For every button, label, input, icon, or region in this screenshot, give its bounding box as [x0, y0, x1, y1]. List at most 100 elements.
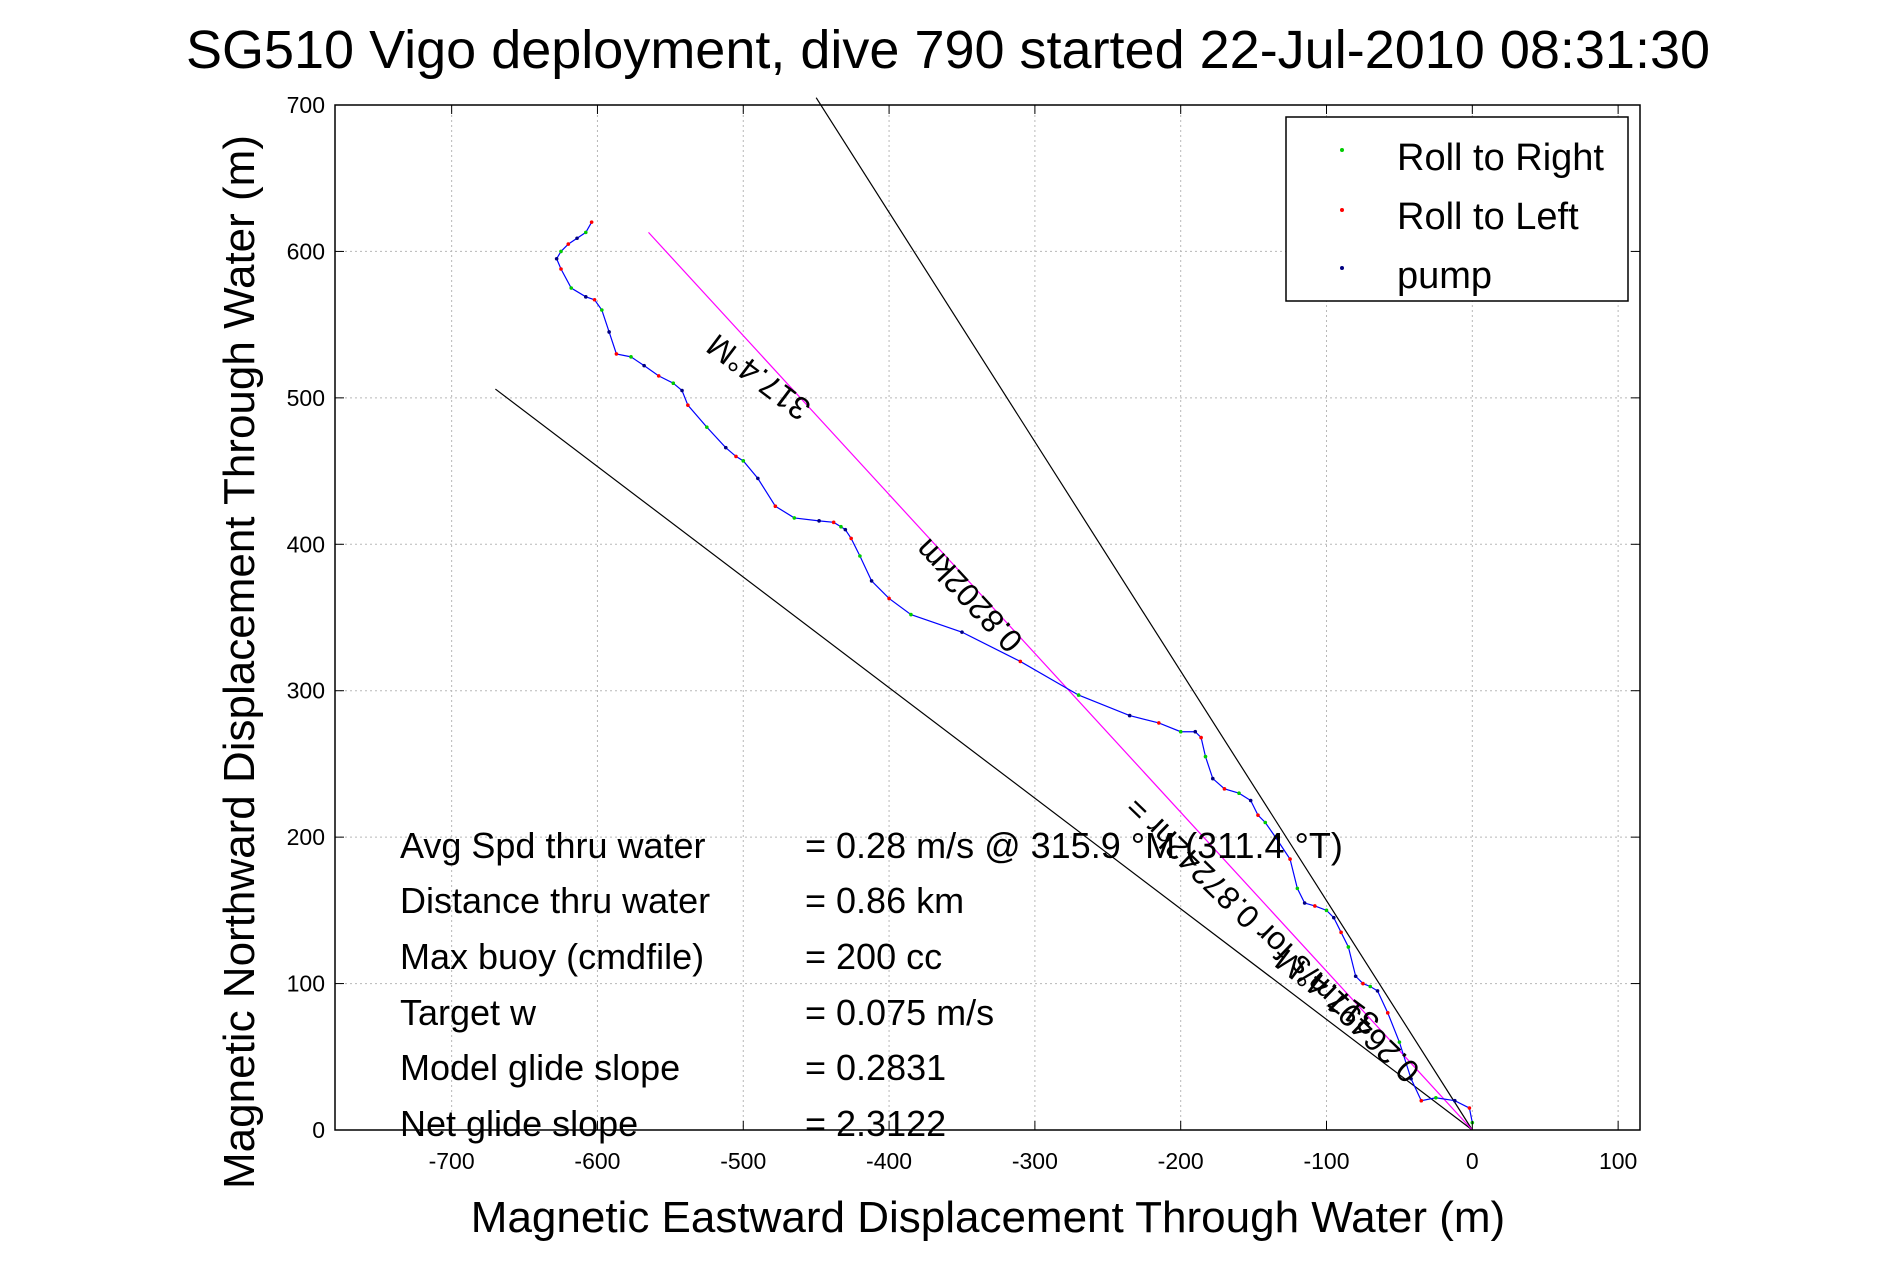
- x-tick-label: -200: [1158, 1148, 1204, 1174]
- pump-marker: [843, 527, 848, 532]
- roll-left-marker: [1313, 904, 1317, 908]
- pump-marker: [817, 519, 821, 523]
- roll-right-marker: [559, 249, 563, 254]
- pump-marker: [680, 388, 684, 393]
- legend-entry-pump: pump: [1397, 255, 1492, 297]
- track-markers: [554, 220, 1475, 1125]
- stat-label-max-buoy: Max buoy (cmdfile): [400, 936, 704, 977]
- pump-marker: [554, 256, 559, 261]
- stat-value-avg-speed: = 0.28 m/s @ 315.9 °M (311.4 °T): [805, 825, 1343, 866]
- roll-left-marker: [566, 242, 571, 246]
- x-tick-label: -700: [429, 1148, 475, 1174]
- pump-marker: [1353, 974, 1358, 979]
- roll-left-marker: [1157, 721, 1161, 725]
- roll-right-marker: [1324, 908, 1329, 913]
- y-axis-label: Magnetic Northward Displacement Through …: [215, 135, 264, 1189]
- roll-right-marker: [671, 381, 676, 386]
- reference-line-1: [815, 97, 1473, 1131]
- stat-label-net-glide: Net glide slope: [400, 1103, 638, 1144]
- pump-marker: [1409, 1076, 1413, 1081]
- pump-marker: [1210, 776, 1215, 781]
- roll-left-marker: [686, 403, 690, 407]
- roll-right-marker: [1263, 820, 1268, 825]
- roll-right-marker: [569, 286, 574, 290]
- stat-label-model-glide: Model glide slope: [400, 1047, 680, 1088]
- pump-marker: [1453, 1098, 1457, 1103]
- pump-marker: [1331, 915, 1336, 920]
- x-tick-label: -600: [574, 1148, 620, 1174]
- roll-right-marker: [1203, 754, 1208, 759]
- x-ticks: -700 -600 -500 -400 -300 -200 -100 0 100: [429, 105, 1637, 1174]
- y-tick-label: 0: [312, 1117, 325, 1143]
- roll-left-marker: [849, 536, 853, 541]
- x-tick-label: -100: [1303, 1148, 1349, 1174]
- roll-right-marker: [1397, 1040, 1402, 1044]
- pump-marker: [869, 579, 874, 583]
- roll-right-marker: [741, 459, 746, 463]
- y-tick-label: 300: [287, 678, 325, 704]
- roll-right-marker: [792, 516, 797, 520]
- legend-entry-roll-left: Roll to Left: [1397, 196, 1579, 238]
- pump-marker: [642, 363, 646, 368]
- stat-value-distance: = 0.86 km: [805, 880, 964, 921]
- roll-right-marker: [858, 554, 862, 558]
- pump-marker: [1248, 798, 1253, 803]
- roll-left-marker: [1385, 1011, 1390, 1015]
- stat-value-model-glide: = 0.2831: [805, 1047, 946, 1088]
- stat-value-max-buoy: = 200 cc: [805, 936, 942, 977]
- stat-label-target-w: Target w: [400, 992, 537, 1033]
- pump-marker: [960, 630, 964, 634]
- roll-right-marker: [1237, 791, 1241, 796]
- roll-right-marker: [1368, 984, 1373, 989]
- y-tick-label: 400: [287, 531, 325, 557]
- y-tick-label: 200: [287, 824, 325, 850]
- reference-line-2: [648, 231, 1473, 1131]
- stat-value-target-w: = 0.075 m/s: [805, 992, 994, 1033]
- roll-right-marker: [1434, 1095, 1438, 1100]
- plot-frame: [334, 104, 1641, 1131]
- roll-left-marker: [614, 352, 619, 356]
- x-axis-label: Magnetic Eastward Displacement Through W…: [471, 1193, 1505, 1242]
- roll-left-marker: [1288, 857, 1292, 861]
- roll-left-marker: [589, 220, 594, 224]
- reference-lines: [495, 97, 1473, 1131]
- roll-left-marker: [592, 297, 597, 302]
- roll-left-marker: [1339, 930, 1343, 935]
- roll-left-marker: [1199, 735, 1203, 740]
- legend: Roll to Right Roll to Left pump: [1285, 116, 1629, 302]
- roll-left-marker: [656, 374, 661, 378]
- x-tick-label: 0: [1466, 1148, 1479, 1174]
- roll-left-marker: [1419, 1098, 1424, 1103]
- pump-marker: [1273, 835, 1278, 839]
- pump-marker: [723, 445, 728, 450]
- pump-marker: [1127, 713, 1132, 718]
- y-tick-label: 700: [287, 92, 325, 118]
- reference-line-0: [495, 388, 1473, 1131]
- roll-right-marker: [1346, 945, 1351, 949]
- legend-entry-roll-right: Roll to Right: [1397, 137, 1604, 179]
- roll-right-marker: [583, 230, 588, 235]
- y-tick-label: 100: [287, 971, 325, 997]
- y-ticks: 0 100 200 300 400 500 600 700: [287, 92, 1640, 1143]
- legend-marker-roll-right: [1340, 148, 1344, 152]
- roll-left-marker: [734, 454, 738, 459]
- dive-statistics: Avg Spd thru water = 0.28 m/s @ 315.9 °M…: [400, 825, 1343, 1144]
- pump-marker: [607, 330, 611, 334]
- roll-right-marker: [1295, 886, 1300, 891]
- roll-right-marker: [1178, 729, 1183, 734]
- chart-title: SG510 Vigo deployment, dive 790 started …: [186, 20, 1710, 80]
- stat-label-avg-speed: Avg Spd thru water: [400, 825, 706, 866]
- roll-right-marker: [629, 355, 633, 359]
- x-tick-label: -400: [866, 1148, 912, 1174]
- roll-left-marker: [831, 520, 836, 525]
- roll-left-marker: [887, 596, 891, 601]
- roll-left-marker: [1256, 813, 1260, 817]
- pump-marker: [1302, 901, 1307, 905]
- roll-left-marker: [1361, 981, 1365, 986]
- pump-marker: [756, 476, 760, 481]
- x-tick-label: -500: [720, 1148, 766, 1174]
- y-tick-label: 500: [287, 385, 325, 411]
- roll-right-marker: [1076, 693, 1081, 697]
- roll-right-marker: [909, 612, 913, 617]
